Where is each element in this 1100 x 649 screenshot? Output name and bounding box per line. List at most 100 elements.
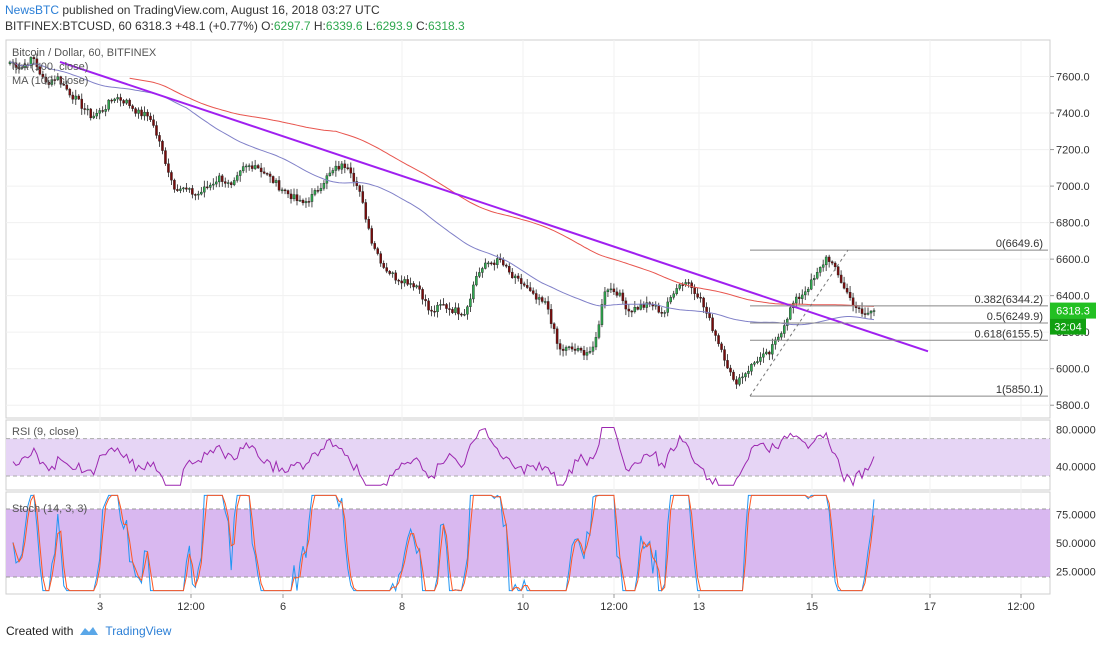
candle[interactable] — [397, 279, 400, 282]
candle[interactable] — [259, 167, 263, 173]
tradingview-brand[interactable]: TradingView — [105, 624, 172, 638]
candle[interactable] — [265, 173, 269, 175]
candle[interactable] — [110, 99, 113, 102]
candle[interactable] — [756, 361, 759, 363]
candle[interactable] — [478, 272, 481, 277]
candle[interactable] — [484, 262, 487, 269]
candle[interactable] — [295, 194, 299, 202]
candle[interactable] — [298, 199, 302, 202]
candle[interactable] — [696, 293, 699, 298]
candle[interactable] — [35, 58, 39, 67]
candle[interactable] — [699, 297, 702, 299]
candle[interactable] — [487, 262, 490, 265]
candle[interactable] — [857, 307, 861, 309]
candle[interactable] — [869, 310, 873, 314]
candle[interactable] — [633, 307, 637, 312]
candle[interactable] — [801, 294, 804, 299]
candle[interactable] — [38, 66, 42, 75]
candle[interactable] — [552, 323, 556, 330]
candle[interactable] — [319, 188, 323, 191]
candle[interactable] — [337, 165, 341, 170]
candle[interactable] — [328, 172, 332, 176]
candle[interactable] — [71, 94, 75, 100]
candle[interactable] — [400, 280, 403, 284]
candle[interactable] — [830, 261, 834, 264]
candle[interactable] — [394, 272, 397, 281]
main-pane[interactable] — [5, 39, 1051, 419]
candle[interactable] — [783, 325, 786, 334]
candle[interactable] — [62, 83, 66, 86]
candle[interactable] — [645, 302, 649, 308]
candle[interactable] — [851, 297, 855, 306]
candle[interactable] — [618, 292, 622, 296]
candle[interactable] — [164, 150, 167, 164]
candle[interactable] — [564, 347, 568, 351]
candle[interactable] — [502, 259, 505, 266]
candle[interactable] — [744, 373, 747, 378]
candle[interactable] — [274, 180, 278, 183]
candle[interactable] — [131, 105, 134, 109]
candle[interactable] — [14, 62, 18, 68]
candle[interactable] — [403, 279, 406, 284]
candle[interactable] — [382, 263, 385, 268]
candle[interactable] — [493, 262, 496, 265]
candle[interactable] — [206, 186, 209, 189]
candle[interactable] — [472, 284, 475, 300]
candle[interactable] — [364, 202, 368, 220]
candle[interactable] — [391, 272, 394, 275]
candle[interactable] — [17, 67, 21, 69]
candle[interactable] — [44, 76, 48, 83]
candle[interactable] — [77, 95, 81, 100]
candle[interactable] — [80, 98, 83, 109]
candle[interactable] — [786, 318, 789, 326]
candle[interactable] — [367, 219, 371, 229]
candle[interactable] — [346, 167, 350, 169]
candle[interactable] — [848, 292, 852, 298]
candle[interactable] — [310, 194, 314, 202]
candle[interactable] — [481, 268, 484, 273]
candle[interactable] — [92, 115, 95, 119]
candle[interactable] — [606, 289, 610, 293]
candle[interactable] — [152, 119, 155, 126]
publisher-link[interactable]: NewsBTC — [5, 3, 60, 17]
candle[interactable] — [442, 304, 445, 306]
candle[interactable] — [218, 175, 221, 183]
candle[interactable] — [161, 140, 164, 151]
candle[interactable] — [430, 309, 433, 312]
candle[interactable] — [418, 285, 421, 290]
candle[interactable] — [549, 309, 553, 324]
candle[interactable] — [59, 76, 63, 85]
candle[interactable] — [531, 290, 535, 294]
candle[interactable] — [116, 97, 119, 100]
candle[interactable] — [89, 108, 92, 119]
candle[interactable] — [436, 304, 439, 313]
candle[interactable] — [271, 176, 275, 183]
candle[interactable] — [50, 79, 54, 85]
candle[interactable] — [41, 73, 45, 78]
candle[interactable] — [609, 288, 613, 291]
candle[interactable] — [780, 333, 783, 338]
candle[interactable] — [307, 201, 311, 203]
candle[interactable] — [750, 364, 753, 372]
candle[interactable] — [433, 311, 436, 313]
candle[interactable] — [585, 352, 589, 356]
candle[interactable] — [615, 291, 619, 296]
candle[interactable] — [687, 282, 690, 284]
candle[interactable] — [768, 351, 771, 355]
candle[interactable] — [824, 256, 828, 266]
candle[interactable] — [170, 172, 173, 181]
candle[interactable] — [182, 187, 185, 190]
candle[interactable] — [705, 306, 708, 314]
candle[interactable] — [194, 194, 197, 196]
candle[interactable] — [358, 185, 362, 192]
candle[interactable] — [20, 67, 24, 69]
candle[interactable] — [729, 367, 732, 373]
candle[interactable] — [591, 346, 595, 352]
candle[interactable] — [409, 283, 412, 285]
candle[interactable] — [540, 297, 544, 302]
candle[interactable] — [155, 125, 158, 136]
candle[interactable] — [642, 304, 646, 308]
candle[interactable] — [379, 253, 382, 264]
candle[interactable] — [499, 258, 502, 260]
candle[interactable] — [558, 343, 562, 350]
